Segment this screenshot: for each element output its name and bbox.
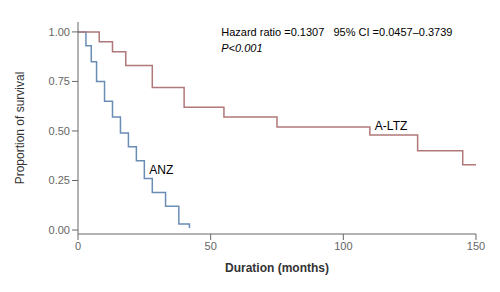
svg-text:0: 0 [75,240,81,252]
svg-text:0.50: 0.50 [49,125,70,137]
svg-text:A-LTZ: A-LTZ [375,119,407,133]
html-text:Hazard ratio =0.1307 95% CI =0: Hazard ratio =0.1307 95% CI =0.0457–0.37… [221,26,453,38]
svg-text:0.75: 0.75 [49,75,70,87]
svg-text:50: 50 [205,240,217,252]
svg-text:0.00: 0.00 [49,224,70,236]
svg-text:Duration (months): Duration (months) [225,261,329,275]
svg-text:Proportion of survival: Proportion of survival [13,72,27,185]
html-text:P<0.001: P<0.001 [221,42,263,54]
svg-text:100: 100 [334,240,352,252]
svg-text:0.25: 0.25 [49,174,70,186]
svg-text:1.00: 1.00 [49,26,70,38]
svg-text:150: 150 [467,240,485,252]
svg-text:ANZ: ANZ [149,163,173,177]
